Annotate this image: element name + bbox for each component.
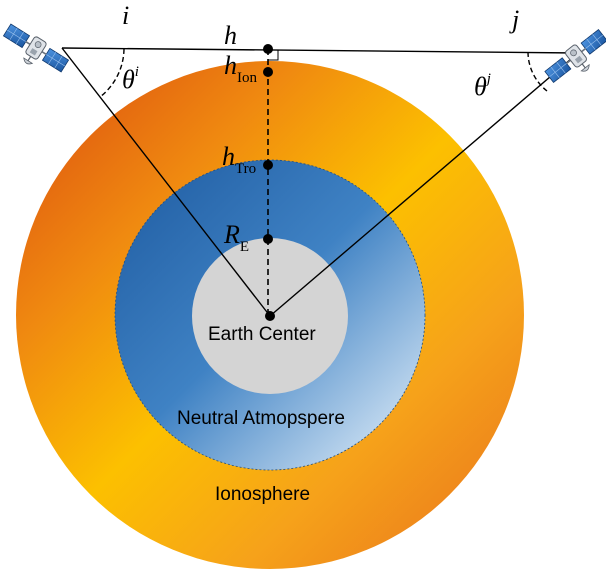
angle-arc-j <box>527 51 548 92</box>
right-angle-marker <box>268 50 279 61</box>
ionosphere-label: Ionosphere <box>215 484 310 505</box>
baseline-i-j <box>61 47 579 54</box>
neutral-atmosphere-label: Neutral Atmopspere <box>177 408 345 429</box>
satellite-icon <box>542 26 606 92</box>
point-h-ion <box>263 67 273 77</box>
satellite-j-label: j <box>509 5 519 34</box>
h-tro-label: hTro <box>222 142 256 177</box>
satellite-icon <box>0 20 71 83</box>
line-j-to-center <box>269 52 579 317</box>
angle-arc-i <box>99 48 125 98</box>
theta-j-label: θj <box>474 71 491 101</box>
theta-i-label: θi <box>122 64 139 94</box>
point-earth-center <box>265 311 275 321</box>
point-h-tro <box>263 160 273 170</box>
h-ion-label: hIon <box>224 51 257 86</box>
h-label: h <box>224 21 237 50</box>
point-h <box>263 44 273 54</box>
re-label: RE <box>223 220 249 255</box>
point-re <box>263 234 273 244</box>
line-i-to-center <box>61 47 271 317</box>
earth-center-label: Earth Center <box>208 324 316 345</box>
satellite-i-label: i <box>122 1 129 30</box>
